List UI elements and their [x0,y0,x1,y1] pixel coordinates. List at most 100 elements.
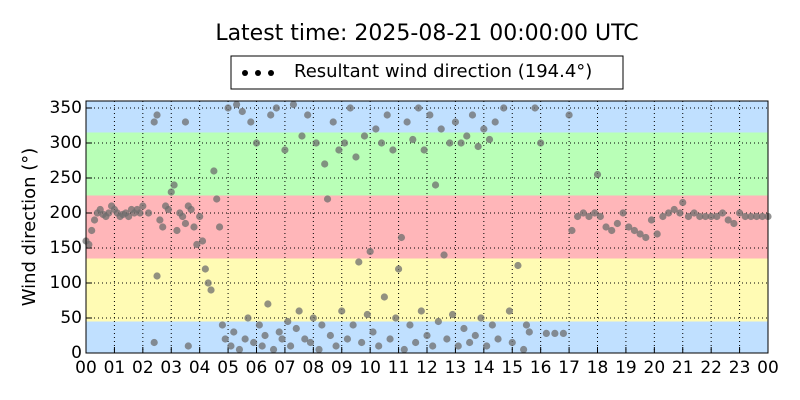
point [468,111,477,119]
point [596,212,604,221]
point [602,223,610,231]
point [213,195,221,203]
point [480,125,488,133]
point [713,212,721,221]
point [414,104,423,112]
point [647,216,656,224]
x-tick-label: 00 [757,358,779,378]
point [215,223,224,231]
point [483,342,491,350]
point [269,345,278,354]
point [636,230,644,238]
point [343,335,352,343]
point [360,132,369,140]
point [758,212,766,221]
legend-marker [242,70,248,76]
point [289,100,298,109]
point [335,146,343,154]
point [429,342,437,350]
point [255,321,263,329]
point [630,226,639,235]
point [471,331,479,340]
point [642,233,650,242]
point [230,328,238,336]
x-tick-label: 02 [132,358,154,378]
point [369,328,377,336]
point [431,181,440,189]
x-tick-label: 19 [615,358,637,378]
point [457,139,465,147]
point [173,226,181,235]
x-tick-label: 06 [246,358,268,378]
point [747,212,755,221]
point [287,342,295,350]
point [190,223,198,231]
point [164,205,173,214]
point [707,212,715,221]
point [358,338,366,347]
point [454,342,462,350]
point [389,146,397,154]
x-tick-label: 01 [104,358,126,378]
point [88,226,96,235]
x-tick-label: 18 [587,358,609,378]
point [593,170,602,179]
point [377,139,386,147]
point [676,209,684,217]
point [233,100,241,109]
point [423,331,431,340]
point [352,153,360,161]
point [400,345,408,354]
point [724,216,732,224]
point [718,209,727,217]
point [730,219,738,228]
point [340,139,349,147]
point [321,160,329,168]
point [508,338,516,347]
point [218,321,226,329]
point [136,209,144,217]
point [434,317,442,326]
point [625,223,633,231]
x-tick-label: 10 [359,358,381,378]
x-tick-label: 21 [672,358,694,378]
point [474,142,482,151]
point [366,247,374,256]
point [537,139,545,147]
point [261,331,269,340]
y-tick-label: 250 [50,168,82,188]
point [181,118,190,126]
point [403,118,411,126]
point [159,223,167,231]
point [608,226,616,235]
point [156,216,164,224]
point [292,324,300,333]
x-tick-label: 16 [530,358,552,378]
point [420,146,428,154]
point [440,251,448,259]
x-tick-label: 04 [189,358,211,378]
point [520,345,528,354]
point [542,329,550,337]
point [224,104,232,112]
point [664,209,673,217]
point [383,111,391,119]
chart-title: Latest time: 2025-08-21 00:00:00 UTC [215,21,638,46]
point [184,342,192,350]
point [574,212,582,221]
legend-marker [255,70,261,76]
point [306,338,315,347]
point [295,307,303,315]
point [235,345,244,354]
point [181,219,190,228]
point [105,209,113,217]
point [412,338,420,347]
point [298,132,306,140]
x-tick-label: 12 [416,358,438,378]
point [267,111,275,119]
point [153,272,161,280]
point [505,307,514,315]
y-tick-label: 350 [50,98,82,118]
point [85,240,93,249]
point [653,230,661,238]
